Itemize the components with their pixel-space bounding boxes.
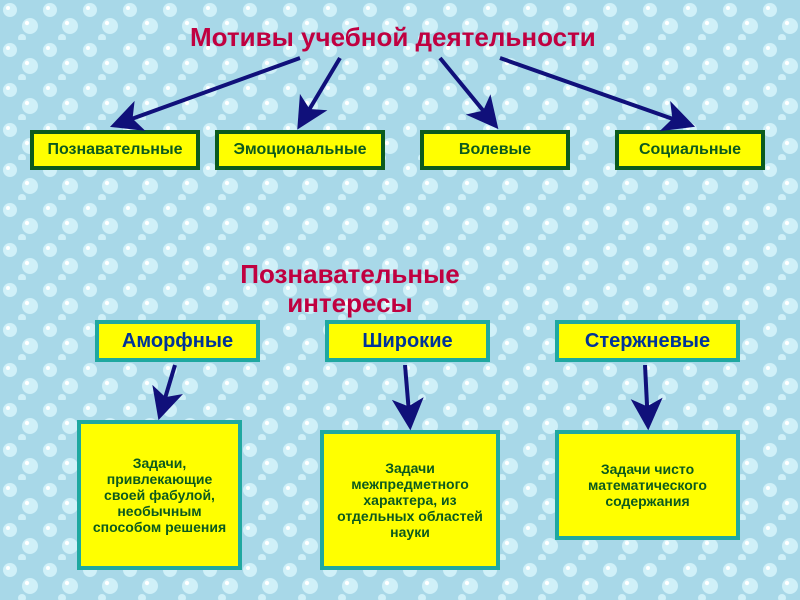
node-desc-amorphous: Задачи, привлекающие своей фабулой, необ…	[77, 420, 242, 570]
main-title: Мотивы учебной деятельности	[190, 22, 596, 53]
node-emotional: Эмоциональные	[215, 130, 385, 170]
node-social: Социальные	[615, 130, 765, 170]
node-amorphous: Аморфные	[95, 320, 260, 362]
second-title: Познавательные интересы	[200, 260, 500, 317]
node-desc-wide: Задачи межпредметного характера, из отде…	[320, 430, 500, 570]
node-core: Стержневые	[555, 320, 740, 362]
node-wide: Широкие	[325, 320, 490, 362]
node-volitional: Волевые	[420, 130, 570, 170]
node-desc-core: Задачи чисто математического содержания	[555, 430, 740, 540]
diagram-stage: Мотивы учебной деятельности Познавательны…	[0, 0, 800, 600]
node-cognitive: Познавательные	[30, 130, 200, 170]
